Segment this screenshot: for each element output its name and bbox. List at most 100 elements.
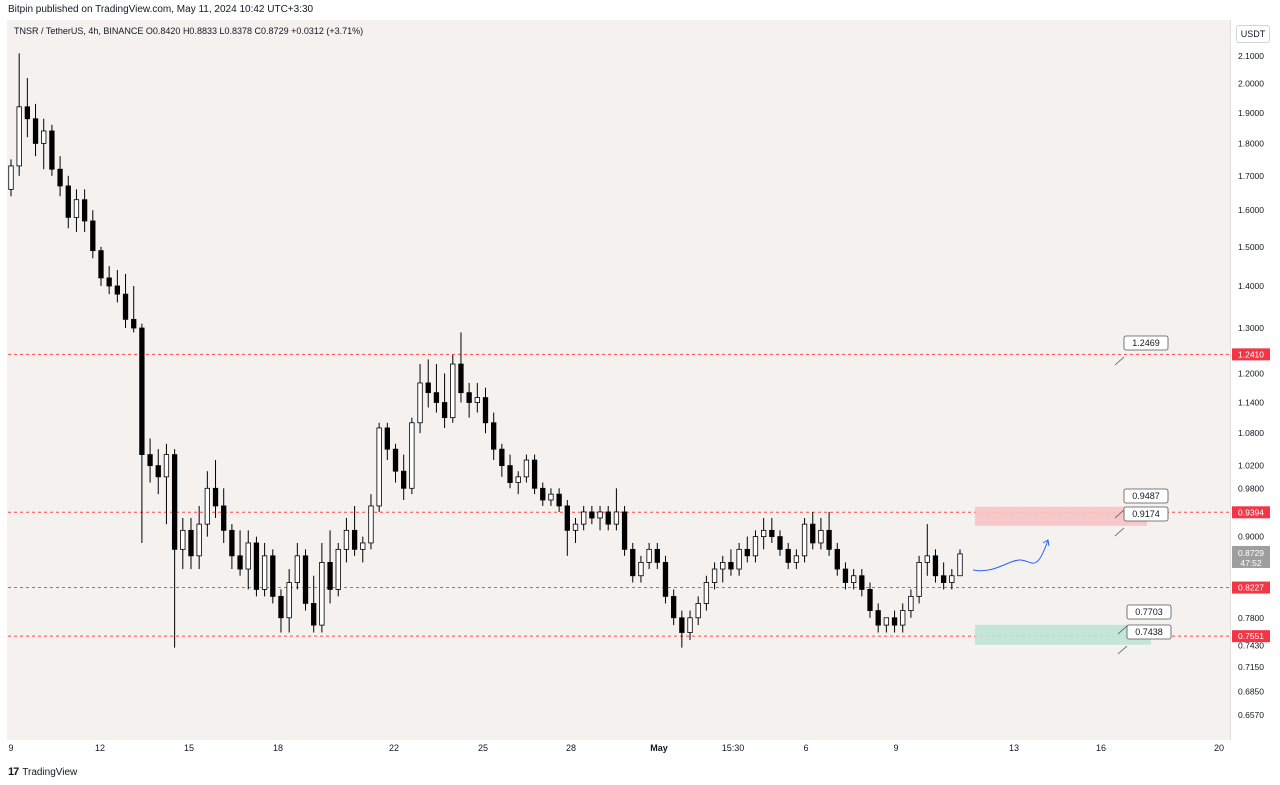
candle-body [834, 548, 840, 570]
candle-body [458, 363, 464, 394]
candle-body [188, 529, 194, 557]
candle-body [499, 448, 505, 467]
price-tick-label: 1.1400 [1238, 398, 1264, 408]
candle-body [491, 422, 497, 450]
candle-body [81, 199, 88, 222]
callout-pointer [1117, 625, 1128, 635]
candle-body [474, 397, 480, 403]
candle-body [769, 529, 775, 538]
candle-body [736, 548, 742, 570]
price-scale[interactable] [1230, 20, 1280, 740]
time-tick-label: 20 [1214, 743, 1224, 753]
candle-body [589, 511, 595, 519]
price-tick-label: 0.9000 [1238, 532, 1264, 542]
candle-body [245, 542, 251, 570]
time-scale[interactable] [7, 740, 1230, 758]
symbol-name: TNSR / TetherUS, 4h, BINANCE [14, 26, 144, 36]
brand-name: TradingView [22, 766, 78, 778]
time-tick-label: 15 [184, 743, 194, 753]
price-tick-label: 1.9000 [1238, 108, 1264, 118]
candle-body [695, 603, 701, 619]
candle-body [417, 382, 423, 424]
callout-label: 1.2469 [1132, 338, 1160, 348]
candle-body [932, 555, 939, 577]
price-tick-label: 1.2000 [1238, 368, 1264, 378]
price-tick-label: 0.6850 [1238, 686, 1264, 696]
candle-body [360, 542, 366, 550]
candle-body [924, 555, 930, 563]
level-tag-box [1232, 506, 1270, 519]
candle-body [859, 575, 865, 590]
price-change: +0.0312 (+3.71%) [291, 26, 364, 36]
candle-body [180, 529, 186, 550]
candle-body [122, 293, 129, 320]
candle-body [605, 511, 611, 525]
candle-body [384, 427, 390, 450]
candle-body [65, 185, 71, 218]
candle-body [654, 548, 660, 563]
callout-box [1123, 488, 1169, 504]
candle-body [720, 561, 726, 570]
candle-body [425, 382, 431, 394]
candle-body [801, 523, 808, 557]
callout-pointer [1114, 356, 1125, 366]
candle-body [875, 610, 881, 626]
time-tick-label: 13 [1009, 743, 1019, 753]
candle-body [376, 427, 382, 507]
candle-body [785, 548, 791, 563]
price-tick-label: 2.0000 [1238, 79, 1264, 89]
callout-pointer [1114, 527, 1125, 537]
chart-pane[interactable] [7, 20, 1230, 740]
tradingview-logo: 17 TradingView [8, 766, 77, 778]
candle-body [24, 106, 31, 120]
time-tick-label: 12 [95, 743, 105, 753]
candle-body [49, 130, 55, 170]
candle-body [237, 555, 243, 570]
countdown-label: 47:52 [1240, 558, 1262, 568]
time-tick-label: 18 [273, 743, 283, 753]
candle-body [270, 555, 276, 597]
candle-body [916, 561, 922, 597]
ohlc-low: L0.8378 [219, 26, 253, 36]
level-tag-box [1232, 581, 1270, 594]
callout-pointer [1114, 509, 1125, 519]
price-tick-label: 1.6000 [1238, 205, 1264, 215]
candle-body [441, 402, 448, 419]
price-tick-label: 1.5000 [1238, 242, 1264, 252]
candle-body [139, 327, 145, 455]
candle-body [777, 536, 783, 550]
candle-body [114, 285, 121, 295]
currency-button[interactable]: USDT [1236, 25, 1270, 43]
candle-body [171, 454, 178, 550]
support-zone [975, 624, 1151, 645]
candle-body [163, 454, 170, 478]
price-tick-label: 1.4000 [1238, 281, 1264, 291]
candle-body [638, 561, 644, 577]
candle-body [679, 617, 685, 633]
time-tick-label: 9 [893, 743, 898, 753]
candle-body [900, 610, 906, 626]
candle-body [41, 130, 47, 144]
candle-body [90, 220, 96, 252]
price-tick-label: 2.1000 [1238, 51, 1264, 61]
candle-body [548, 493, 554, 501]
candle-body [204, 487, 210, 525]
price-tick-label: 1.0200 [1238, 461, 1264, 471]
callout-pointer [1117, 645, 1128, 655]
candle-body [401, 470, 407, 489]
symbol-legend: TNSR / TetherUS, 4h, BINANCE O0.8420 H0.… [14, 26, 363, 36]
candle-body [311, 603, 317, 626]
candle-body [711, 568, 718, 583]
candle-body [327, 561, 333, 590]
projection-path [972, 539, 1049, 572]
candle-body [842, 568, 849, 583]
candle-body [883, 617, 890, 626]
candle-body [671, 595, 677, 619]
candle-body [752, 536, 759, 557]
candle-body [8, 165, 14, 190]
level-tag-box [1232, 348, 1270, 361]
candle-body [221, 505, 227, 531]
candle-body [556, 493, 562, 507]
time-tick-label: 9 [8, 743, 13, 753]
candle-body [891, 617, 898, 626]
